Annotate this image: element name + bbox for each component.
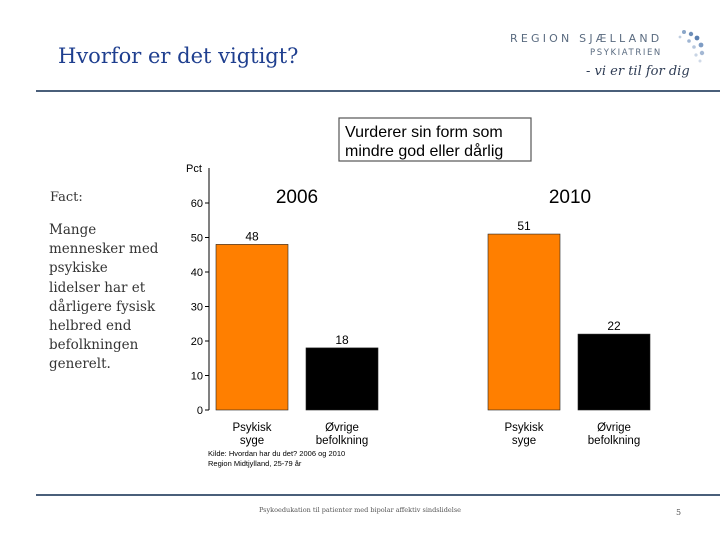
bar: [577, 333, 651, 411]
bar-category-label: befolkning: [588, 435, 640, 447]
bar-category-label: Øvrige: [597, 422, 631, 434]
y-tick-label: 0: [197, 405, 203, 417]
y-tick-label: 40: [191, 267, 203, 279]
bar: [215, 244, 289, 411]
bar-category-label: Øvrige: [325, 422, 359, 434]
source-line2: Region Midtjylland, 25-79 år: [208, 459, 302, 468]
group-year-label: 2006: [276, 187, 318, 208]
fact-label: Fact:: [50, 190, 83, 205]
chart-title-line2: mindre god eller dårlig: [345, 142, 503, 160]
source-line1: Kilde: Hvordan har du det? 2006 og 2010: [208, 449, 345, 458]
bar-value-label: 22: [607, 319, 621, 333]
page-number: 5: [676, 508, 682, 517]
logo-dots-icon: [678, 30, 705, 63]
footer-text: Psykoedukation til patienter med bipolar…: [258, 506, 462, 514]
bar-value-label: 48: [245, 229, 259, 243]
bar-value-label: 18: [335, 333, 349, 347]
bar-category-label: syge: [512, 435, 536, 447]
bar-category-label: syge: [240, 435, 264, 447]
bar-value-label: 51: [517, 219, 531, 233]
y-tick-label: 20: [191, 336, 203, 348]
y-tick-label: 60: [191, 198, 203, 210]
fact-text: Mange mennesker med psykiske lidelser ha…: [49, 222, 159, 373]
top-divider: [36, 90, 720, 92]
y-tick-label: 10: [191, 371, 203, 383]
logo-sub-text: PSYKIATRIEN: [590, 48, 662, 58]
bar: [487, 233, 561, 411]
y-tick-label: 50: [191, 233, 203, 245]
region-logo: REGION SJÆLLAND PSYKIATRIEN - vi er til …: [510, 28, 710, 90]
y-axis-label: Pct: [186, 163, 202, 175]
bar-category-label: befolkning: [316, 435, 368, 447]
bar: [305, 347, 379, 411]
bottom-divider: [36, 494, 720, 496]
group-year-label: 2010: [549, 187, 591, 208]
slide-title: Hvorfor er det vigtigt?: [58, 44, 299, 68]
bar-category-label: Psykisk: [233, 422, 272, 434]
y-tick-label: 30: [191, 302, 203, 314]
logo-tagline: - vi er til for dig: [586, 64, 690, 79]
chart-title-line1: Vurderer sin form som: [345, 124, 503, 141]
bar-category-label: Psykisk: [505, 422, 544, 434]
chart-title-box: [338, 117, 532, 162]
logo-region-text: REGION SJÆLLAND: [510, 32, 663, 45]
